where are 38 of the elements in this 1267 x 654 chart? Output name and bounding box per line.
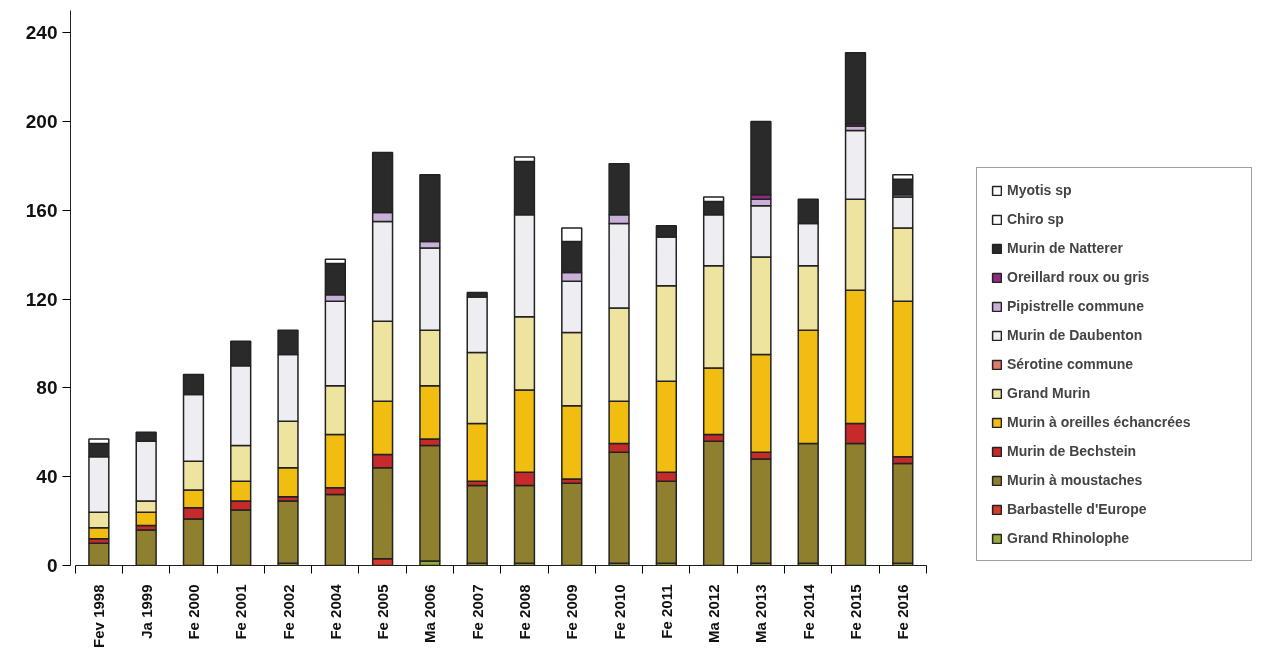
x-tick-label: Ja 1999: [137, 584, 155, 639]
x-tick-label: Fe 2015: [846, 584, 864, 640]
legend-label: Myotis sp: [1007, 182, 1073, 198]
x-tick-label: Fe 2000: [184, 584, 202, 640]
y-tick-label: 240: [25, 22, 58, 44]
y-tick-label: 160: [25, 199, 58, 221]
x-tick-label: Ma 2006: [421, 584, 439, 643]
y-tick-label: 40: [36, 466, 58, 488]
y-tick-label: 80: [36, 377, 58, 399]
legend-label: Murin de Daubenton: [1007, 327, 1144, 343]
x-tick-label: Fe 2016: [894, 584, 912, 640]
x-tick-label: Fe 2007: [468, 584, 486, 640]
x-tick-label: Fe 2014: [799, 583, 817, 640]
x-tick-label: Fe 2001: [232, 584, 250, 640]
x-tick-label: Fe 2002: [279, 584, 297, 640]
x-tick-label: Fe 2008: [515, 584, 533, 640]
x-tick-label: Fe 2011: [657, 584, 675, 639]
legend-label: Oreillard roux ou gris: [1007, 269, 1151, 285]
x-tick-label: Fev 1998: [90, 584, 108, 648]
y-tick-label: 200: [25, 111, 58, 132]
legend-label: Murin de Natterer: [1007, 240, 1124, 256]
legend-label: Chiro sp: [1007, 211, 1065, 227]
x-tick-label: Ma 2013: [752, 584, 770, 643]
legend-label: Murin de Bechstein: [1007, 443, 1138, 459]
y-tick-label: 120: [25, 288, 58, 310]
x-tick-label: Fe 2009: [563, 584, 581, 640]
legend-label: Murin à moustaches: [1007, 472, 1144, 488]
legend-label: Pipistrelle commune: [1007, 298, 1145, 314]
y-tick-label: 0: [46, 555, 58, 576]
x-tick-label: Fe 2010: [610, 584, 628, 640]
legend-label: Grand Rhinolophe: [1007, 530, 1131, 546]
legend-label: Grand Murin: [1007, 385, 1092, 401]
x-tick-label: Ma 2012: [705, 584, 723, 643]
legend-label: Sérotine commune: [1007, 356, 1135, 372]
legend-label: Murin à oreilles échancrées: [1007, 414, 1192, 430]
x-tick-label: Fe 2004: [326, 583, 344, 640]
legend-label: Barbastelle d'Europe: [1007, 501, 1148, 517]
x-tick-label: Fe 2005: [374, 584, 392, 640]
